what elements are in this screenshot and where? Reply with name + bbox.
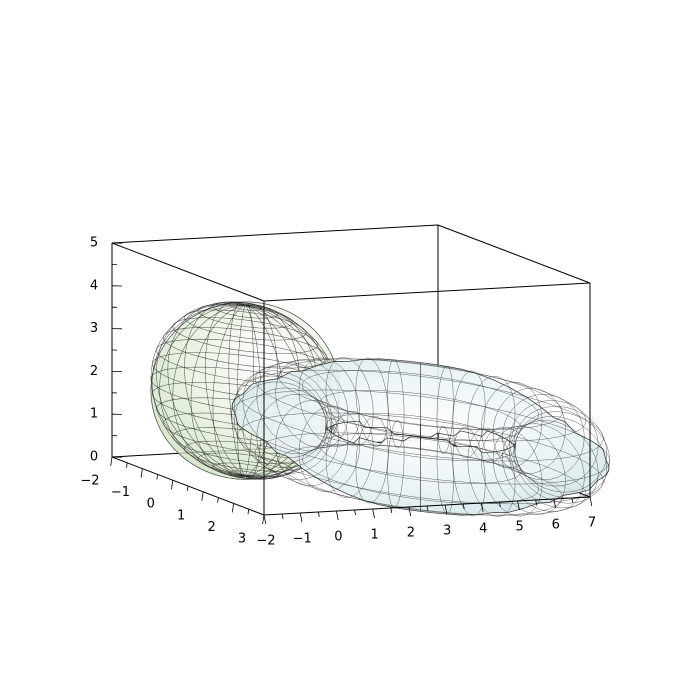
tick-mark [553,498,556,509]
tick-mark [535,499,538,506]
box-edge [111,242,265,302]
z-tick-label: 5 [90,236,98,251]
x-tick-label: 3 [238,532,246,547]
y-tick-label: 1 [371,528,379,543]
torus-grid-line [254,432,587,516]
x-tick-label: 2 [207,520,215,535]
sphere-grid-line [159,304,246,477]
torus-grid-line [278,444,563,516]
torus-surface [231,357,610,517]
y-tick-label: 0 [334,530,342,545]
sphere-grid-line [190,304,246,477]
tick-mark [171,480,174,490]
tick-mark [480,502,484,513]
sphere-grid-line [212,304,246,478]
tick-mark [336,510,339,521]
sphere-grid-line [156,302,246,477]
z-tick-label: 2 [90,364,98,379]
torus-grid-line [319,433,522,484]
y-tick-label: 6 [552,518,560,533]
tick-mark [156,474,158,480]
sphere-grid-line [184,301,246,477]
tick-mark [354,509,356,516]
tick-mark [317,511,320,518]
sphere-grid-line [172,304,246,477]
tick-mark [499,501,501,508]
tick-mark [110,456,113,467]
y-tick-label: 4 [479,522,487,537]
x-tick-label: −2 [80,474,99,489]
tick-mark [571,497,574,504]
y-tick-label: 7 [588,516,596,531]
x-tick-label: 1 [177,508,185,523]
sphere-grid-line [245,303,278,477]
y-tick-label: −1 [293,532,312,547]
y-tick-label: 3 [443,524,451,539]
tick-mark [231,503,234,513]
torus-grid-line [302,444,540,504]
tick-mark [263,514,267,525]
torus-grid-line [319,390,522,441]
tick-mark [426,505,429,512]
box-edge [437,224,591,284]
box-edge [263,282,591,302]
tick-mark [408,506,412,517]
tick-mark [444,504,448,515]
axis-ticks: 0 1 2 3 4 5 −2 −1 0 1 2 3 7 6 5 4 3 2 1 0 −1 −2 [80,236,596,549]
y-tick-label: 5 [515,520,523,535]
box-edge [111,224,439,244]
tick-mark [299,512,303,523]
tick-mark [390,507,393,514]
torus-grid-line [302,370,540,430]
tick-mark [262,514,265,525]
z-tick-label: 3 [90,321,98,336]
y-tick-label: −2 [256,534,275,549]
tick-mark [217,497,219,503]
tick-mark [462,503,465,510]
tick-mark [247,509,250,515]
x-tick-label: −1 [111,485,130,500]
tick-mark [517,500,520,511]
z-tick-label: 4 [90,278,98,293]
tick-mark [372,508,375,519]
z-tick-label: 0 [90,450,98,465]
x-tick-label: 0 [147,497,155,512]
tick-mark [281,513,284,520]
tick-mark [589,496,593,507]
tick-mark [201,491,204,501]
tick-mark [186,485,189,492]
sphere-grid-line [244,302,254,477]
tick-mark [126,462,128,468]
tick-mark [140,468,143,478]
sphere-grid-line [205,301,246,477]
y-tick-label: 2 [407,526,415,541]
sphere-grid-line [151,304,246,477]
torus-grid-line [237,412,604,505]
z-tick-label: 1 [90,407,98,422]
